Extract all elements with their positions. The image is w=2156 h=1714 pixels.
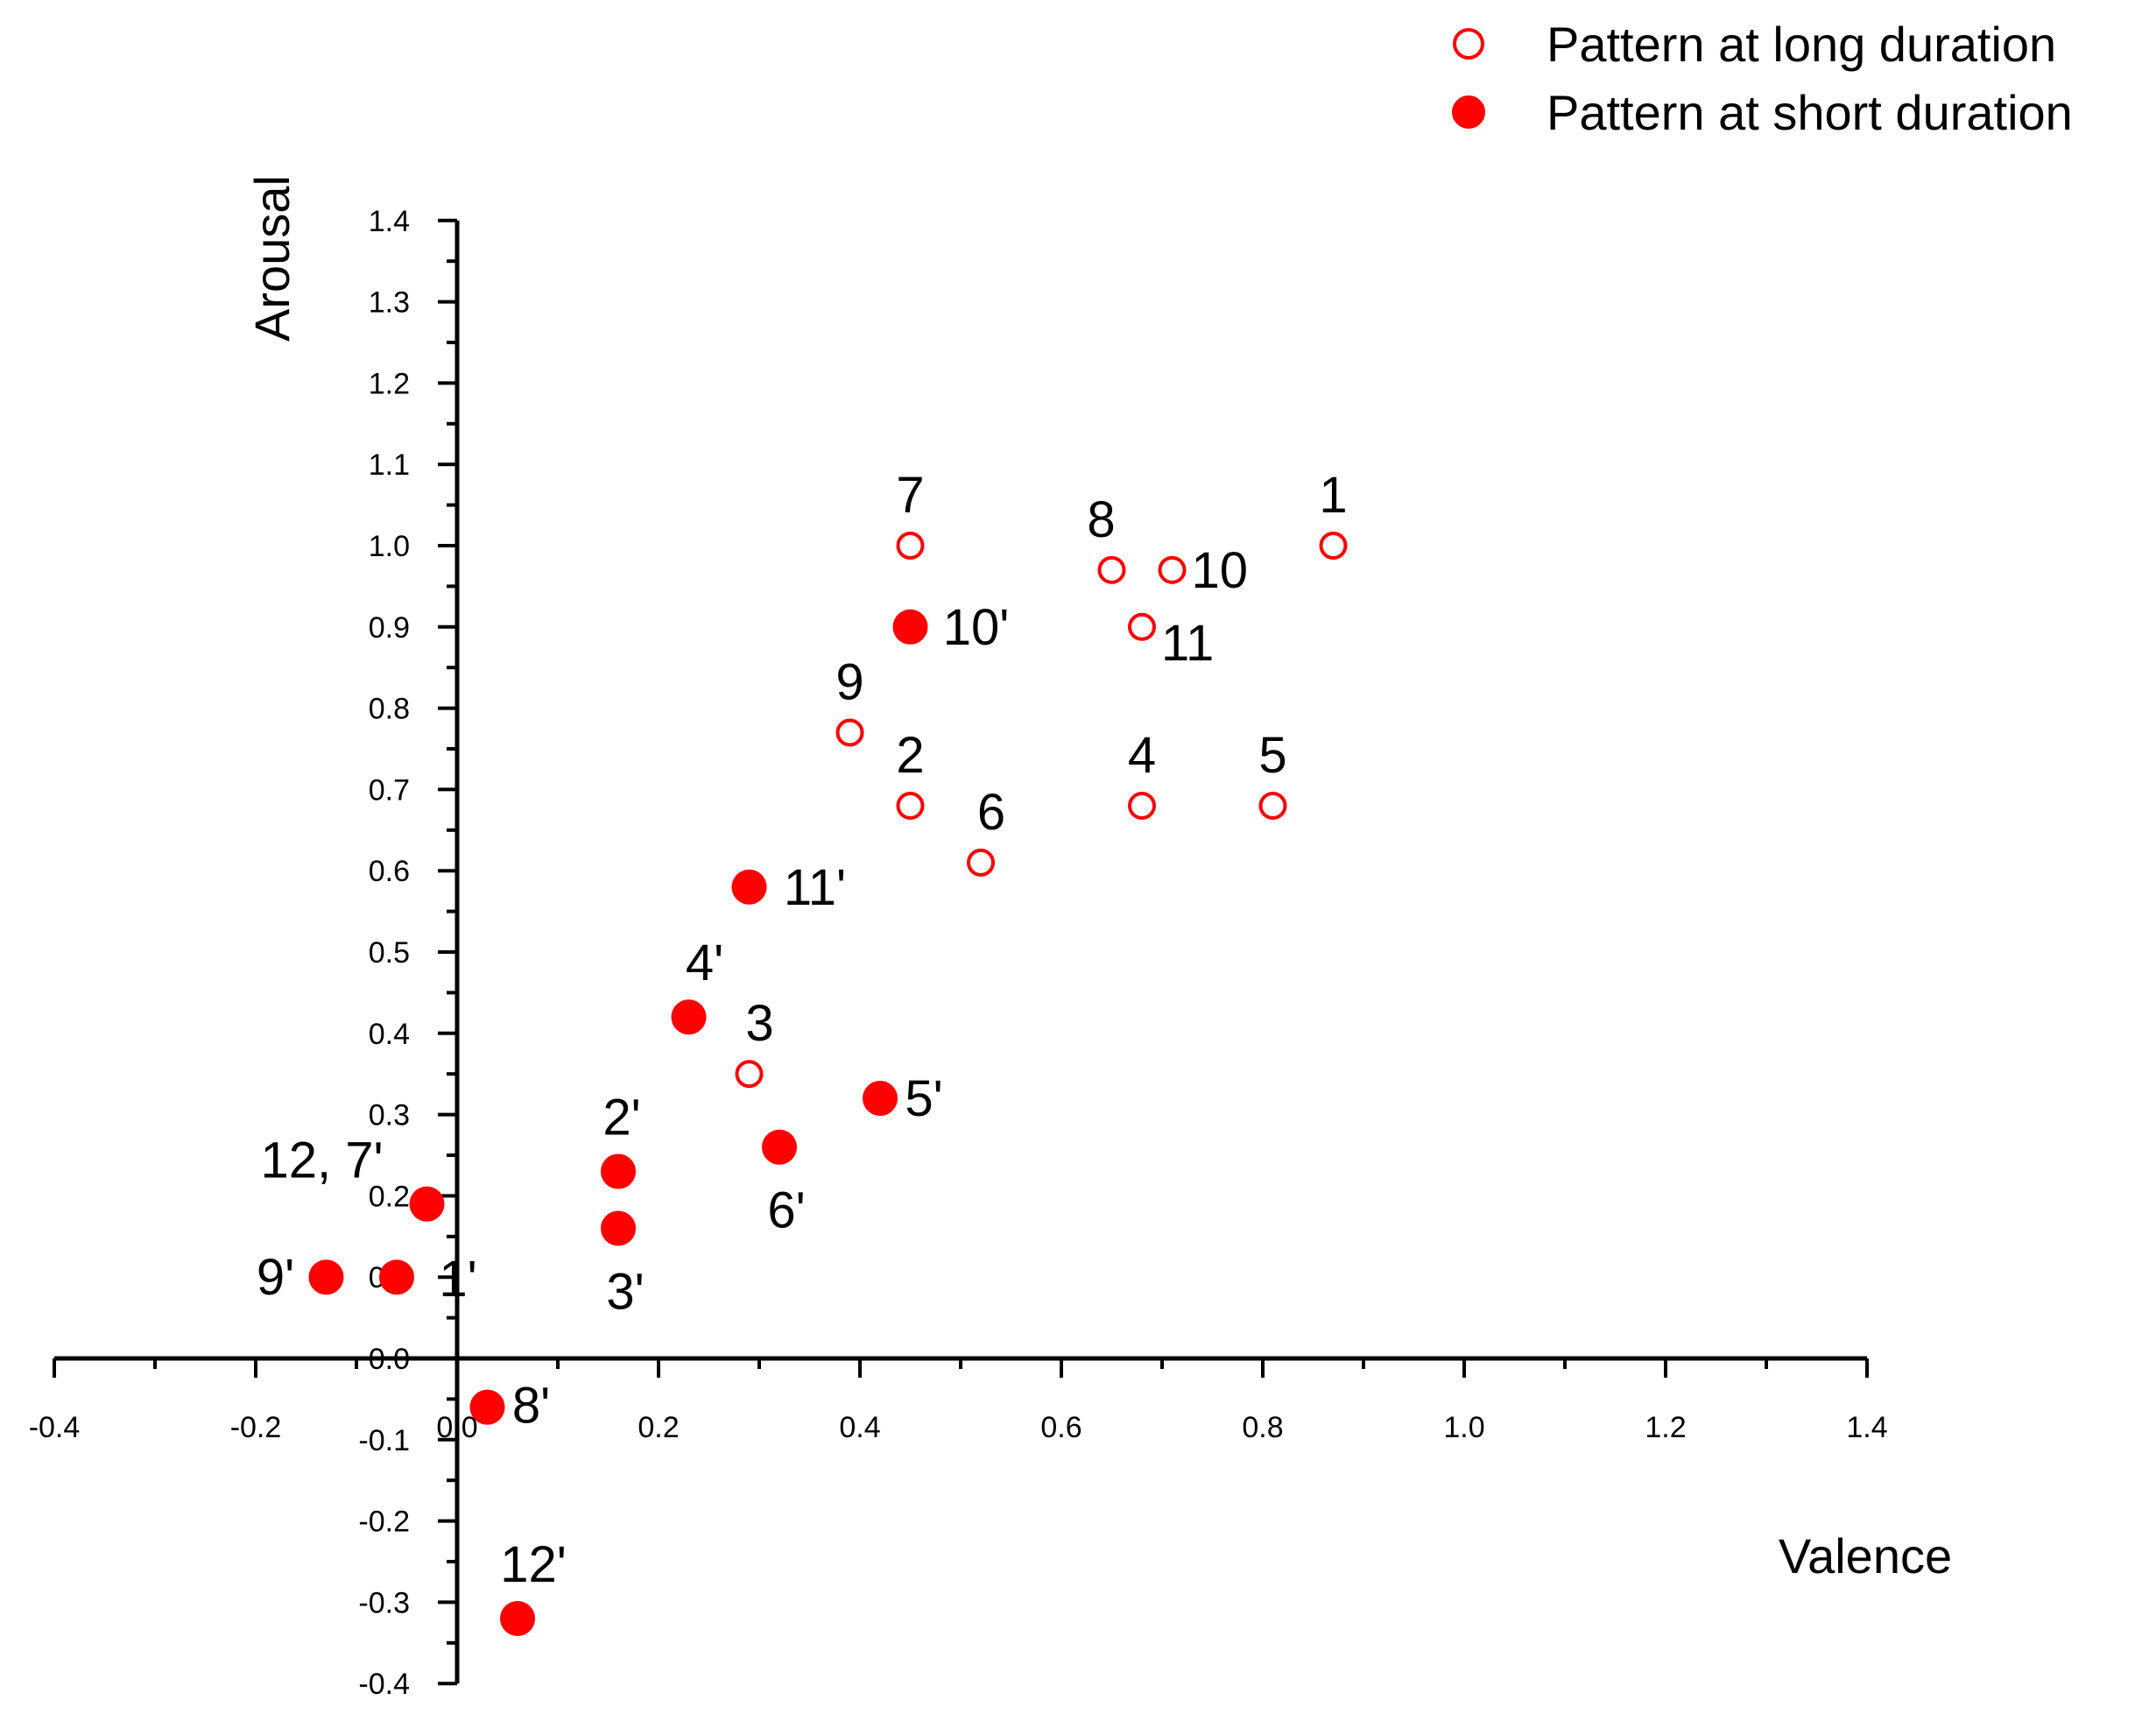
y-tick-label: 0.9 bbox=[369, 611, 410, 645]
point-label-short: 8' bbox=[512, 1378, 550, 1435]
x-tick-label: 0.6 bbox=[1040, 1411, 1082, 1444]
y-tick-label: -0.2 bbox=[358, 1506, 410, 1539]
legend-marker-short bbox=[1452, 95, 1485, 129]
point-label-long: 11 bbox=[1161, 615, 1214, 672]
point-labels: 1 2 3 4 5 6 7 8 9 10 11 1' 2' 3' 4' 5' 6' 12, 7' 8' 9' 10' 11… bbox=[257, 467, 1348, 1593]
y-tick-label: -0.1 bbox=[358, 1424, 410, 1457]
y-tick-label: 0.6 bbox=[369, 855, 410, 888]
point-label-long: 10 bbox=[1192, 542, 1249, 599]
point-label-short: 10' bbox=[943, 599, 1010, 656]
point-label-long: 6 bbox=[977, 784, 1005, 841]
point-short-duration bbox=[500, 1600, 535, 1636]
y-tick-label: 1.4 bbox=[369, 205, 410, 238]
point-long-duration bbox=[1128, 612, 1156, 641]
x-tick-label: 1.2 bbox=[1645, 1411, 1686, 1444]
y-tick-label: 0.5 bbox=[369, 936, 410, 970]
point-short-duration bbox=[379, 1259, 414, 1295]
point-long-duration bbox=[1319, 532, 1348, 560]
point-label-short: 1' bbox=[439, 1251, 476, 1308]
y-tick-label: 0.0 bbox=[369, 1343, 410, 1376]
point-long-duration bbox=[896, 532, 925, 560]
point-short-duration bbox=[601, 1210, 636, 1246]
axes bbox=[54, 220, 1867, 1684]
point-label-short: 5' bbox=[905, 1070, 942, 1127]
point-long-duration bbox=[1258, 791, 1287, 820]
x-tick-label: -0.4 bbox=[29, 1411, 81, 1444]
legend: Pattern at long duration Pattern at shor… bbox=[1452, 17, 2073, 140]
x-axis-title: Valence bbox=[1779, 1528, 1952, 1584]
point-short-duration bbox=[469, 1389, 505, 1425]
legend-marker-long bbox=[1453, 28, 1484, 60]
y-tick-label: 1.1 bbox=[369, 448, 410, 482]
point-long-duration bbox=[835, 718, 864, 747]
x-tick-label: 0.2 bbox=[638, 1411, 679, 1444]
point-label-short: 11' bbox=[784, 859, 846, 916]
point-label-short: 9' bbox=[257, 1249, 294, 1306]
y-tick-label: 1.0 bbox=[369, 530, 410, 563]
y-tick-label: 0.2 bbox=[369, 1180, 410, 1213]
point-short-duration bbox=[892, 609, 928, 645]
point-label-long: 5 bbox=[1258, 727, 1286, 784]
legend-label-long: Pattern at long duration bbox=[1547, 17, 2056, 72]
point-long-duration bbox=[1128, 791, 1156, 820]
x-tick-label: 0.4 bbox=[839, 1411, 880, 1444]
point-label-long: 7 bbox=[896, 467, 924, 524]
point-long-duration bbox=[735, 1060, 764, 1089]
y-tick-label: 0.7 bbox=[369, 773, 410, 807]
y-tick-label: 0.4 bbox=[369, 1018, 410, 1051]
point-long-duration bbox=[1097, 555, 1126, 584]
point-label-long: 4 bbox=[1128, 727, 1156, 784]
y-tick-label: 1.3 bbox=[369, 286, 410, 320]
point-long-duration bbox=[1158, 555, 1187, 584]
point-short-duration bbox=[863, 1081, 898, 1117]
y-tick-label: -0.3 bbox=[358, 1586, 410, 1619]
y-tick-label: 0.8 bbox=[369, 693, 410, 726]
y-tick-label: -0.4 bbox=[358, 1668, 410, 1701]
tick-labels: -0.4 -0.2 0.0 0.2 0.4 0.6 0.8 1.0 1.2 1.4 -0.4 -0.3… bbox=[29, 205, 1888, 1701]
point-label-long: 9 bbox=[835, 653, 863, 710]
x-tick-label: 0.0 bbox=[436, 1411, 477, 1444]
point-short-duration bbox=[762, 1129, 797, 1165]
point-short-duration bbox=[731, 869, 767, 905]
point-label-long: 2 bbox=[896, 727, 924, 784]
point-label-long: 3 bbox=[745, 995, 773, 1052]
point-label-short: 12, 7' bbox=[260, 1132, 383, 1189]
data-points bbox=[308, 532, 1348, 1636]
x-tick-label: -0.2 bbox=[230, 1411, 282, 1444]
y-tick-label: 0.3 bbox=[369, 1099, 410, 1132]
point-label-short: 4' bbox=[686, 935, 723, 991]
x-tick-label: 1.0 bbox=[1443, 1411, 1484, 1444]
point-short-duration bbox=[409, 1186, 445, 1222]
legend-label-short: Pattern at short duration bbox=[1547, 85, 2073, 140]
point-label-short: 3' bbox=[606, 1264, 644, 1321]
x-tick-label: 0.8 bbox=[1242, 1411, 1283, 1444]
point-long-duration bbox=[896, 791, 925, 820]
y-tick-label: 1.2 bbox=[369, 367, 410, 400]
point-short-duration bbox=[601, 1153, 636, 1189]
point-label-long: 1 bbox=[1319, 467, 1347, 524]
ticks bbox=[53, 218, 1869, 1686]
point-long-duration bbox=[967, 848, 995, 877]
y-axis-title: Arousal bbox=[244, 175, 299, 342]
point-label-short: 2' bbox=[602, 1090, 640, 1146]
point-label-long: 8 bbox=[1087, 491, 1115, 548]
point-short-duration bbox=[671, 999, 707, 1035]
point-label-short: 12' bbox=[500, 1536, 567, 1593]
point-short-duration bbox=[308, 1259, 344, 1295]
x-tick-label: 1.4 bbox=[1846, 1411, 1887, 1444]
point-label-short: 6' bbox=[767, 1182, 805, 1239]
